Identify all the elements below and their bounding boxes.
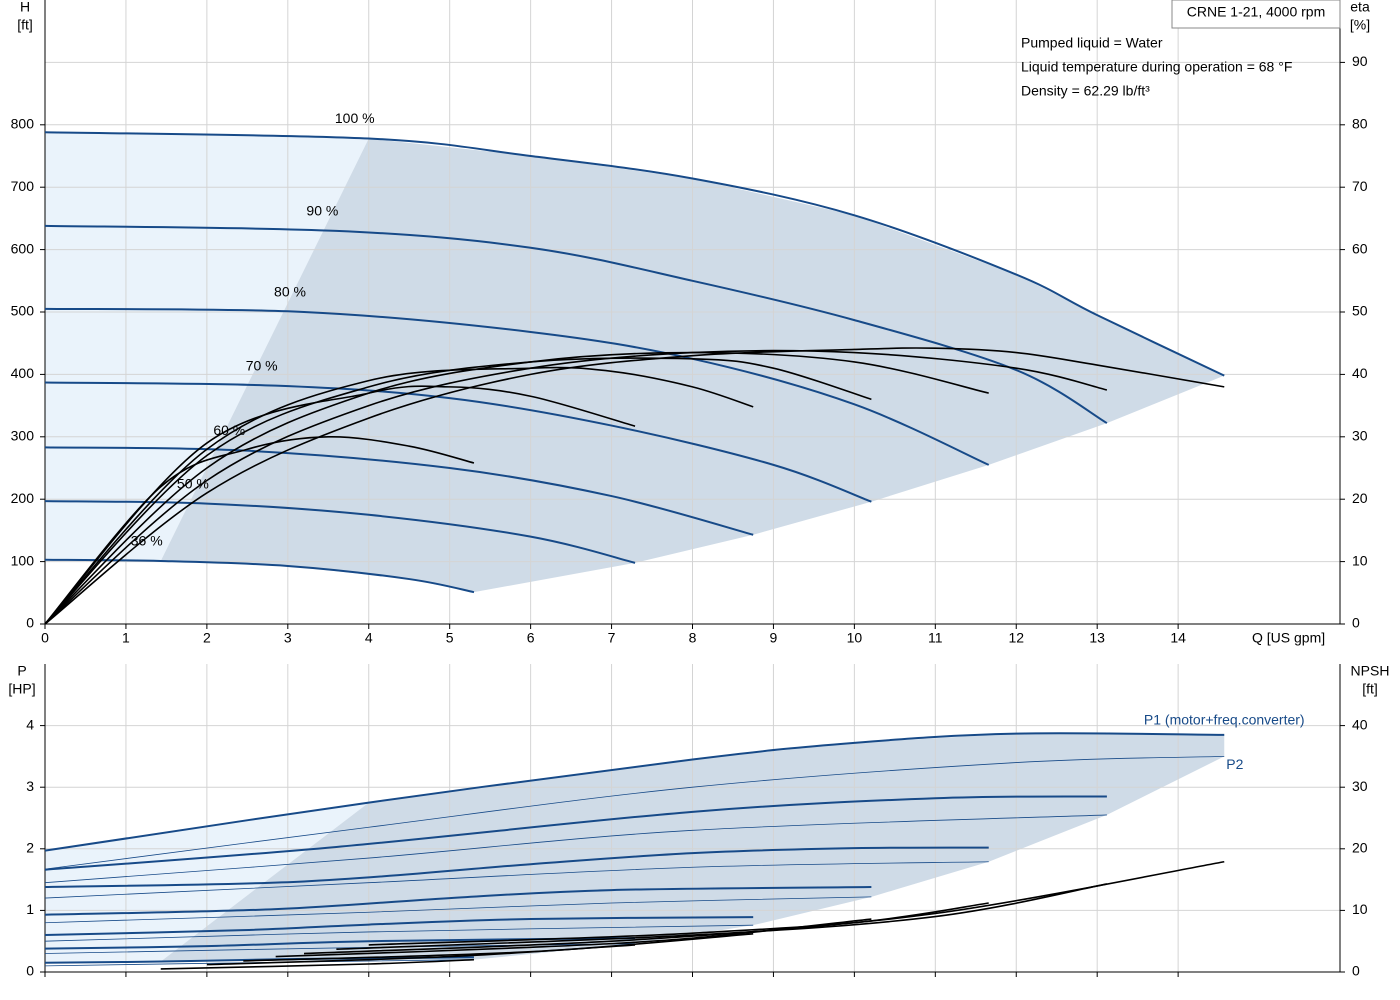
x-tick-label: 14 (1170, 630, 1186, 646)
curve (44, 500, 636, 564)
y2-tick-label: 0 (1352, 615, 1360, 631)
y-tick-label: 700 (11, 178, 35, 194)
x-tick-label: 9 (770, 630, 778, 646)
curve (44, 732, 1225, 852)
shading (45, 132, 1225, 963)
info-line: Pumped liquid = Water (1021, 35, 1163, 51)
curve (44, 446, 754, 536)
x-tick-label: 2 (203, 630, 211, 646)
series-label: 60 % (213, 422, 245, 438)
y-tick-label: 4 (26, 716, 34, 732)
curve (44, 756, 1225, 870)
x-tick-label: 0 (41, 630, 49, 646)
y2-axis-unit: [ft] (1362, 681, 1378, 697)
x-tick-label: 3 (284, 630, 292, 646)
curve (44, 795, 1107, 871)
y2-tick-label: 80 (1352, 116, 1368, 132)
curve (44, 846, 989, 888)
curve (44, 896, 872, 924)
x-tick-label: 8 (689, 630, 697, 646)
y2-tick-label: 90 (1352, 53, 1368, 69)
y2-axis-label: eta (1350, 0, 1370, 15)
y2-tick-label: 20 (1352, 490, 1368, 506)
x-tick-label: 10 (847, 630, 863, 646)
series-label: P1 (motor+freq.converter) (1144, 712, 1305, 728)
curve (44, 349, 1108, 625)
curve (44, 916, 754, 937)
x-tick-label: 7 (608, 630, 616, 646)
y2-tick-label: 40 (1352, 716, 1368, 732)
x-tick-label: 6 (527, 630, 535, 646)
y-tick-label: 600 (11, 240, 35, 256)
y2-tick-label: 0 (1352, 963, 1360, 979)
title-box (1171, 0, 1341, 29)
x-tick-label: 12 (1008, 630, 1024, 646)
y-tick-label: 400 (11, 365, 35, 381)
y-axis-label: H (20, 0, 30, 15)
y2-axis-unit: [%] (1350, 17, 1370, 33)
y2-tick-label: 10 (1352, 901, 1368, 917)
y2-tick-label: 20 (1352, 840, 1368, 856)
y2-tick-label: 10 (1352, 552, 1368, 568)
x-tick-label: 13 (1089, 630, 1105, 646)
y-tick-label: 300 (11, 428, 35, 444)
curve (44, 814, 1107, 884)
y-tick-label: 3 (26, 778, 34, 794)
series-label: 100 % (335, 110, 375, 126)
series-label: 80 % (274, 284, 306, 300)
y-tick-label: 500 (11, 303, 35, 319)
curve (44, 357, 872, 625)
info-line: Density = 62.29 lb/ft³ (1021, 83, 1150, 99)
y-tick-label: 100 (11, 552, 35, 568)
curve (44, 861, 989, 899)
x-tick-label: 1 (122, 630, 130, 646)
y2-tick-label: 30 (1352, 428, 1368, 444)
series-label: 36 % (131, 533, 163, 549)
series-label: P2 (1226, 756, 1243, 772)
y2-tick-label: 50 (1352, 303, 1368, 319)
series-label: 70 % (246, 357, 278, 373)
y-axis-unit: [ft] (17, 17, 33, 33)
x-tick-label: 11 (928, 630, 943, 646)
series-label: 90 % (306, 203, 338, 219)
curve (303, 902, 989, 955)
y2-tick-label: 60 (1352, 240, 1368, 256)
curve (160, 958, 475, 970)
curves (44, 131, 1225, 970)
y-tick-label: 200 (11, 490, 35, 506)
curve (44, 558, 475, 594)
curve (44, 347, 1225, 625)
x-tick-label: 5 (446, 630, 454, 646)
y-tick-label: 0 (26, 615, 34, 631)
y-tick-label: 800 (11, 116, 35, 132)
y2-tick-label: 40 (1352, 365, 1368, 381)
info-line: Liquid temperature during operation = 68… (1021, 59, 1292, 75)
x-axis-label: Q [US gpm] (1252, 630, 1325, 646)
x-tick-label: 4 (365, 630, 373, 646)
curve (44, 131, 1225, 377)
y-tick-label: 2 (26, 840, 34, 856)
curve (206, 944, 636, 966)
curve (44, 435, 475, 625)
y-axis-label: P (17, 663, 26, 679)
curve (44, 381, 872, 503)
curve (44, 885, 872, 916)
y2-tick-label: 30 (1352, 778, 1368, 794)
y-tick-label: 1 (26, 901, 34, 917)
series-label: 50 % (177, 475, 209, 491)
title: CRNE 1-21, 4000 rpm (1187, 4, 1326, 20)
curve (44, 307, 990, 466)
curve (275, 918, 872, 958)
curve (44, 924, 754, 942)
curve (44, 366, 754, 625)
y-axis-unit: [HP] (8, 681, 35, 697)
y2-axis-label: NPSH (1351, 663, 1390, 679)
y-tick-label: 0 (26, 963, 34, 979)
labels: CRNE 1-21, 4000 rpm Pumped liquid = Wate… (8, 0, 1389, 979)
curve (44, 224, 1108, 424)
y2-tick-label: 70 (1352, 178, 1368, 194)
